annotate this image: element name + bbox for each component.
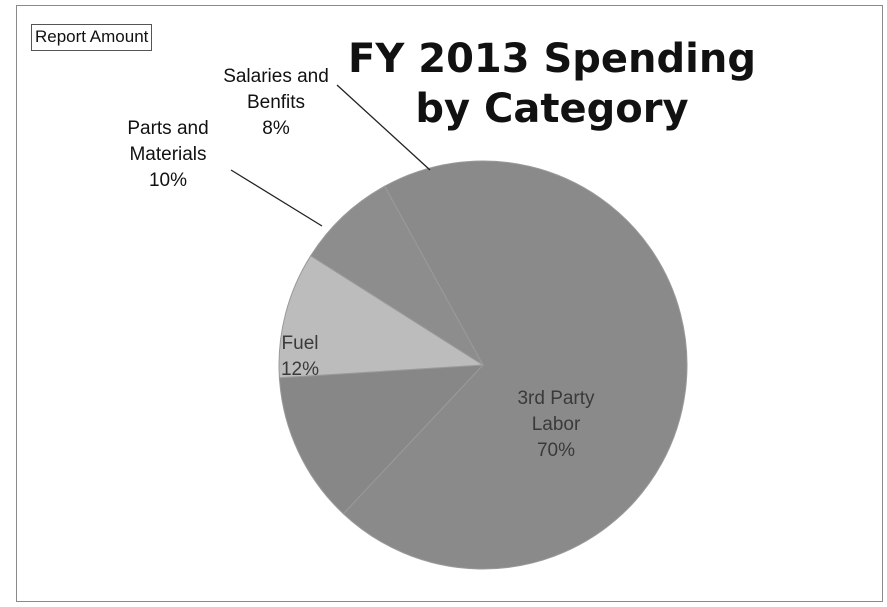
- pie-slice-parts-and-materials: [278, 254, 485, 379]
- leader-line: [230, 169, 323, 227]
- pie-slice-fuel: [278, 364, 485, 515]
- slice-label-parts-and-materials: Parts and Materials 10%: [127, 118, 208, 191]
- pie-slice-salaries-and-benfits: [310, 185, 484, 366]
- pie-slice-3rd-party-labor: [342, 160, 688, 570]
- slice-label-fuel: Fuel 12%: [281, 333, 319, 380]
- slice-label-3rd-party-labor: 3rd Party Labor 70%: [517, 388, 595, 461]
- chart-title-line-1: FY 2013 Spending: [348, 36, 756, 82]
- chart-title-line-2: by Category: [415, 86, 688, 132]
- slice-label-salaries-and-benfits: Salaries and Benfits 8%: [223, 66, 329, 139]
- report-amount-button[interactable]: Report Amount: [31, 24, 153, 51]
- leader-line: [336, 84, 431, 171]
